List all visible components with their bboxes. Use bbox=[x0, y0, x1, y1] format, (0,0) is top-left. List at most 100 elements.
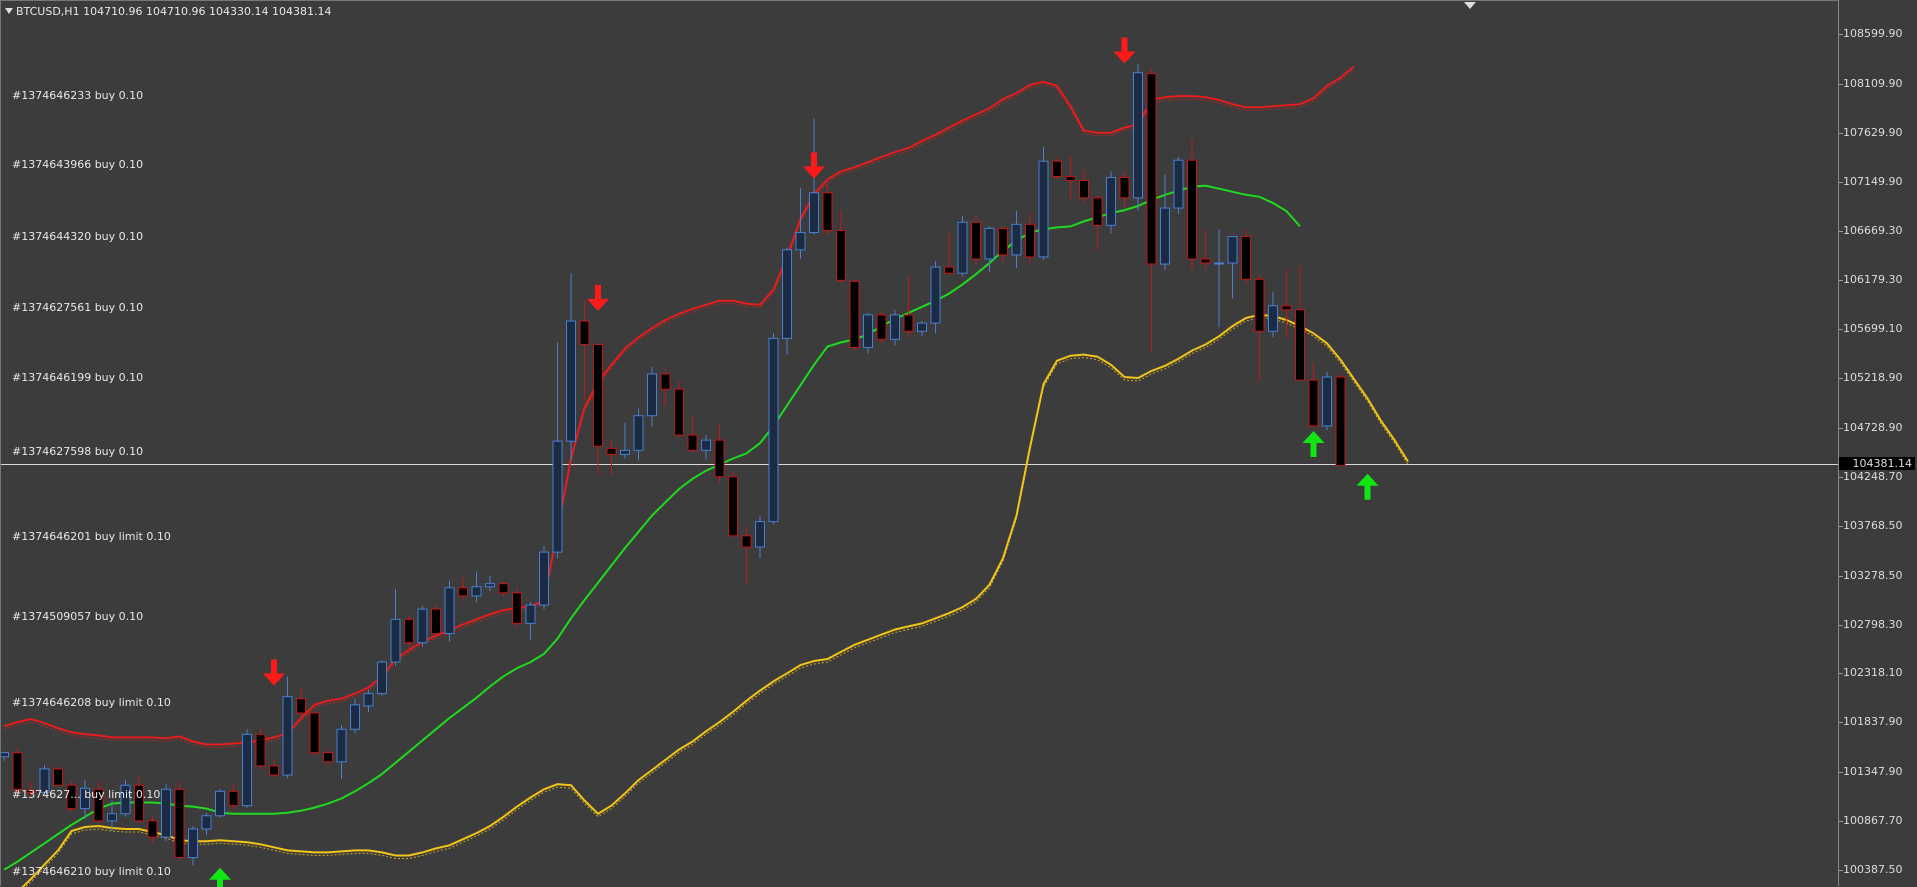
price-tick-label: 101837.90 bbox=[1843, 715, 1903, 729]
sell-arrow-icon bbox=[263, 659, 285, 686]
candle-body bbox=[1106, 177, 1116, 226]
candle-body bbox=[741, 535, 752, 548]
price-tick-mark bbox=[1839, 329, 1843, 331]
order-label[interactable]: #1374627561 buy 0.10 bbox=[12, 300, 144, 314]
candle-body bbox=[1295, 309, 1305, 381]
order-label[interactable]: #1374627... buy limit 0.10 bbox=[12, 788, 161, 802]
candle-body bbox=[201, 815, 212, 830]
candle-body bbox=[849, 280, 860, 349]
candle-body bbox=[377, 661, 387, 695]
candle-body bbox=[471, 586, 482, 597]
candle-body bbox=[269, 765, 279, 776]
candle-body bbox=[539, 551, 549, 606]
candle-body bbox=[390, 618, 401, 663]
candlestick-chart[interactable] bbox=[1, 1, 1839, 887]
buy-arrow-icon bbox=[1302, 430, 1325, 457]
sell-arrow-icon bbox=[1113, 37, 1136, 64]
order-label[interactable]: #1374644320 buy 0.10 bbox=[12, 229, 144, 243]
price-tick-label: 107149.90 bbox=[1843, 174, 1903, 188]
price-scale[interactable]: 104381.14 108599.90 108109.90 107629.90 107… bbox=[1838, 0, 1917, 886]
candle-body bbox=[512, 592, 522, 624]
buy-arrow-icon bbox=[209, 867, 231, 887]
candle-body bbox=[1335, 376, 1346, 467]
price-tick-mark bbox=[1839, 525, 1843, 527]
candle-body bbox=[984, 227, 995, 260]
candle-body bbox=[363, 693, 374, 707]
candle-body bbox=[1025, 223, 1035, 258]
candle-body bbox=[120, 784, 131, 815]
candle-body bbox=[228, 790, 239, 807]
candle-body bbox=[296, 698, 306, 714]
chart-shift-icon[interactable] bbox=[1464, 2, 1476, 9]
price-tick-mark bbox=[1839, 624, 1843, 626]
candle-body bbox=[107, 813, 117, 822]
candle-body bbox=[1052, 160, 1062, 177]
candle-body bbox=[647, 373, 657, 417]
candle-body bbox=[1079, 180, 1089, 199]
price-tick-mark bbox=[1839, 821, 1843, 823]
candle-body bbox=[795, 231, 806, 251]
price-tick-label: 104728.90 bbox=[1843, 421, 1903, 435]
order-label[interactable]: #1374509057 buy 0.10 bbox=[12, 610, 144, 624]
price-tick-label: 102318.10 bbox=[1843, 666, 1903, 680]
candle-body bbox=[836, 229, 846, 281]
order-label[interactable]: #1374646201 buy limit 0.10 bbox=[12, 529, 171, 543]
order-label[interactable]: #1374627598 buy 0.10 bbox=[12, 445, 144, 459]
candle-body bbox=[890, 314, 900, 340]
price-tick-mark bbox=[1839, 575, 1843, 577]
candle-body bbox=[39, 768, 50, 793]
candle-body bbox=[1133, 72, 1143, 199]
price-tick-mark bbox=[1839, 230, 1843, 232]
candle-body bbox=[620, 449, 630, 455]
candle-body bbox=[498, 583, 509, 594]
candle-body bbox=[930, 266, 941, 324]
candle-body bbox=[80, 787, 90, 810]
dropdown-triangle-icon[interactable] bbox=[5, 8, 13, 14]
price-tick-mark bbox=[1839, 870, 1843, 871]
order-label[interactable]: #1374646199 buy 0.10 bbox=[12, 371, 144, 385]
candle-body bbox=[282, 696, 293, 776]
candle-body bbox=[1160, 207, 1170, 265]
candle-body bbox=[1281, 305, 1292, 311]
candle-body bbox=[768, 337, 779, 523]
order-label[interactable]: #1374646208 buy limit 0.10 bbox=[12, 695, 171, 709]
candle-body bbox=[215, 790, 225, 817]
price-tick-mark bbox=[1839, 280, 1843, 282]
candle-body bbox=[242, 733, 252, 807]
price-tick-label: 103278.50 bbox=[1843, 568, 1903, 582]
candle-body bbox=[93, 788, 104, 822]
candle-body bbox=[458, 587, 468, 597]
sell-arrow-icon bbox=[587, 284, 609, 311]
candle-body bbox=[485, 583, 495, 588]
candle-body bbox=[701, 439, 711, 451]
candle-body bbox=[26, 789, 36, 793]
price-tick-label: 103768.50 bbox=[1843, 518, 1903, 532]
candle-body bbox=[606, 447, 617, 455]
candle-body bbox=[188, 828, 198, 859]
order-label[interactable]: #1374643966 buy 0.10 bbox=[12, 158, 144, 172]
lower-band-line bbox=[21, 313, 1409, 887]
price-tick-mark bbox=[1839, 34, 1843, 35]
price-tick-mark bbox=[1839, 132, 1843, 134]
candle-body bbox=[147, 820, 158, 838]
candle-body bbox=[12, 752, 23, 790]
candle-body bbox=[1065, 175, 1076, 182]
order-label[interactable]: #1374646210 buy limit 0.10 bbox=[12, 864, 171, 878]
candle-body bbox=[687, 434, 698, 451]
price-tick-label: 108109.90 bbox=[1843, 76, 1903, 90]
candle-body bbox=[431, 608, 441, 635]
price-tick-label: 100387.50 bbox=[1843, 863, 1903, 876]
plot-area[interactable]: BTCUSD,H1 104710.96 104710.96 104330.14 … bbox=[0, 0, 1839, 887]
order-label[interactable]: #1374646233 buy 0.10 bbox=[12, 89, 144, 103]
candle-body bbox=[161, 788, 171, 838]
price-tick-label: 101347.90 bbox=[1843, 765, 1903, 779]
candle-body bbox=[1038, 160, 1049, 258]
candle-body bbox=[998, 227, 1008, 256]
price-tick-mark bbox=[1839, 476, 1843, 478]
candle-body bbox=[1268, 305, 1278, 332]
price-tick-mark bbox=[1839, 772, 1843, 774]
price-tick-label: 105699.10 bbox=[1843, 322, 1903, 336]
price-tick-label: 105218.90 bbox=[1843, 371, 1903, 385]
candle-body bbox=[1119, 177, 1130, 199]
